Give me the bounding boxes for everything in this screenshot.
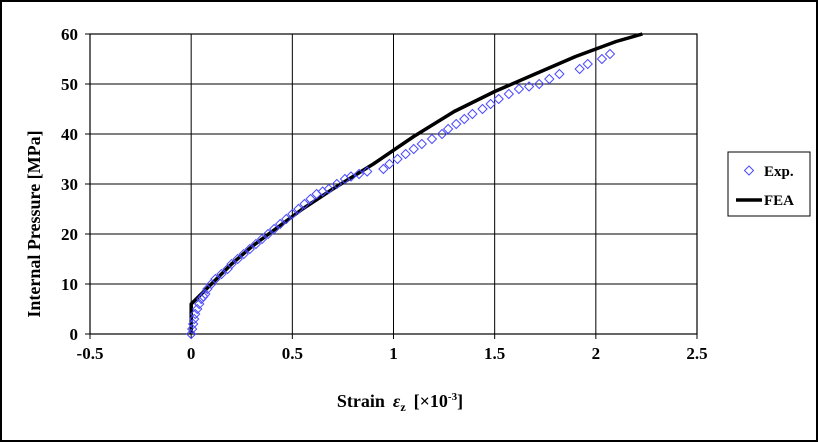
exp-data-point (226, 258, 237, 270)
x-tick-label: 2.5 (686, 344, 707, 363)
exp-data-point (378, 163, 389, 175)
exp-data-point (262, 228, 274, 240)
exp-data-point (287, 208, 298, 220)
exp-data-point (554, 68, 565, 80)
grid-lines (89, 33, 698, 335)
exp-data-point (353, 168, 365, 180)
exp-data-point (477, 103, 488, 115)
y-tick-label: 40 (61, 125, 78, 144)
y-tick-label: 50 (61, 75, 78, 94)
exp-data-point (604, 48, 616, 60)
x-axis-title: Strain εz [×10-3] (337, 391, 463, 414)
y-tick-label: 20 (61, 225, 78, 244)
exp-data-point (361, 166, 373, 177)
exp-data-point (493, 93, 504, 105)
exp-data-point (274, 218, 286, 230)
x-tick-label: -0.5 (77, 344, 104, 363)
y-tick-label: 10 (61, 275, 78, 294)
exp-data-point (451, 118, 462, 130)
exp-data-point (544, 73, 555, 85)
x-tick-label: 0.5 (282, 344, 303, 363)
exp-data-point (185, 328, 197, 340)
exp-data-point (485, 98, 496, 110)
exp-data-point (345, 171, 357, 182)
exp-data-point (238, 248, 249, 260)
exp-data-point (188, 313, 200, 325)
exp-data-point (293, 203, 304, 215)
exp-data-point (408, 143, 419, 155)
exp-data-point (187, 318, 199, 330)
exp-data-point (198, 291, 209, 302)
legend-box (727, 151, 811, 217)
exp-data-point (250, 238, 262, 250)
exp-data-point (436, 128, 448, 140)
exp-data-point (232, 253, 243, 265)
exp-data-point (426, 133, 438, 145)
exp-data-point (503, 88, 515, 100)
exp-data-point (416, 138, 428, 150)
exp-data-point (384, 158, 395, 170)
y-tick-label: 0 (70, 325, 79, 344)
exp-data-point (299, 198, 310, 210)
exp-data-point (216, 268, 227, 280)
exp-data-point (210, 273, 221, 285)
x-tick-label: 0 (187, 344, 196, 363)
exp-data-point (523, 81, 535, 92)
exp-data-point (392, 153, 403, 165)
exp-data-point (305, 193, 316, 205)
legend-exp-label: Exp. (764, 164, 794, 180)
series-marks (185, 32, 643, 340)
y-tick-label: 30 (61, 175, 78, 194)
x-tick-label: 1.5 (484, 344, 505, 363)
exp-data-point (281, 213, 292, 225)
legend-exp-marker (743, 165, 755, 176)
exp-data-point (467, 108, 478, 120)
exp-data-point (596, 53, 608, 65)
y-axis-title: Internal Pressure [MPa] (24, 130, 44, 317)
exp-data-point (400, 148, 411, 160)
exp-data-point (331, 178, 343, 190)
exp-data-point (442, 123, 454, 135)
exp-data-point (186, 323, 198, 335)
exp-data-point (513, 83, 525, 95)
exp-data-point (244, 243, 256, 255)
exp-data-point (582, 58, 593, 70)
exp-data-point (533, 78, 545, 90)
exp-data-point (323, 183, 334, 195)
legend-fea-label: FEA (764, 193, 794, 209)
x-tick-label: 2 (592, 344, 601, 363)
legend: Exp. FEA (727, 151, 811, 217)
x-tick-label: 1 (389, 344, 398, 363)
exp-data-point (256, 233, 268, 245)
exp-data-point (574, 63, 585, 75)
axes (85, 33, 698, 339)
exp-data-point (459, 113, 470, 125)
exp-data-point (268, 223, 280, 235)
y-tick-label: 60 (61, 25, 78, 44)
